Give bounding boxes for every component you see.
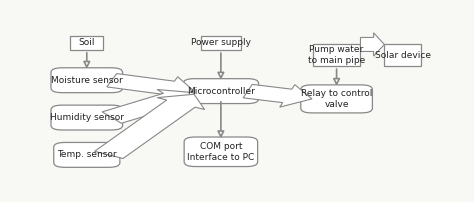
FancyBboxPatch shape — [54, 142, 120, 167]
Text: Temp. sensor: Temp. sensor — [57, 150, 117, 159]
FancyBboxPatch shape — [384, 44, 421, 66]
Text: Microcontroller: Microcontroller — [187, 87, 255, 96]
Text: Moisture sensor: Moisture sensor — [51, 76, 123, 85]
FancyBboxPatch shape — [201, 36, 241, 50]
Text: COM port
Interface to PC: COM port Interface to PC — [187, 142, 255, 162]
Text: Humidity sensor: Humidity sensor — [50, 113, 124, 122]
FancyBboxPatch shape — [51, 68, 123, 93]
FancyBboxPatch shape — [313, 44, 360, 66]
FancyBboxPatch shape — [301, 85, 373, 113]
Text: Relay to control
valve: Relay to control valve — [301, 89, 372, 109]
Text: Pump water
to main pipe: Pump water to main pipe — [308, 45, 365, 65]
Polygon shape — [95, 94, 205, 159]
FancyBboxPatch shape — [70, 36, 103, 50]
Text: Solar device: Solar device — [375, 51, 431, 60]
FancyBboxPatch shape — [184, 137, 258, 167]
FancyBboxPatch shape — [183, 79, 258, 104]
Polygon shape — [107, 74, 194, 99]
Polygon shape — [102, 89, 194, 123]
Text: Power supply: Power supply — [191, 38, 251, 47]
Polygon shape — [243, 84, 312, 107]
Text: Soil: Soil — [79, 38, 95, 47]
FancyBboxPatch shape — [51, 105, 123, 130]
Polygon shape — [360, 33, 384, 56]
